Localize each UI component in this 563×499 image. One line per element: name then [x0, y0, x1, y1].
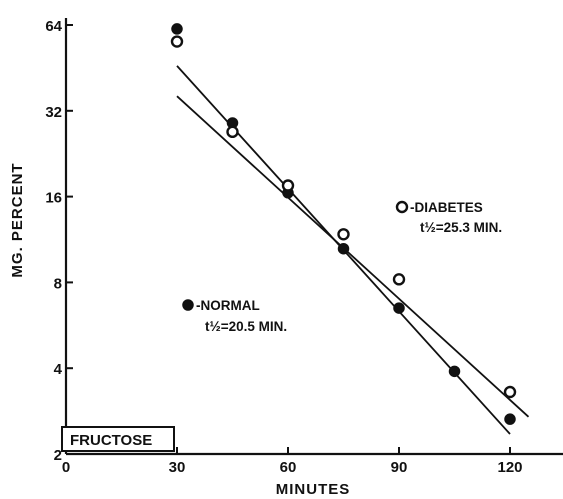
x-tick-label: 120 — [497, 459, 522, 476]
fructose-box: FRUCTOSE — [61, 426, 175, 452]
data-point-normal — [171, 23, 183, 35]
legend-normal: -NORMAL t½=20.5 MIN. — [182, 298, 287, 334]
x-tick-label: 0 — [62, 459, 70, 476]
legend-halflife-diabetes: t½=25.3 MIN. — [420, 220, 502, 235]
x-tick-label: 90 — [391, 459, 408, 476]
data-point-normal — [393, 302, 405, 314]
data-point-diabetes — [337, 228, 350, 241]
fructose-box-frame — [61, 426, 175, 452]
fit-line-diabetes — [176, 95, 530, 418]
data-point-diabetes — [170, 35, 184, 48]
data-point-diabetes — [226, 125, 239, 139]
legend-halflife-normal: t½=20.5 MIN. — [205, 319, 287, 334]
legend-marker-normal — [182, 299, 194, 311]
axes: 2 4 8 16 32 64 0 30 60 90 120 — [45, 18, 563, 476]
x-axis-title: MINUTES — [276, 481, 351, 498]
data-point-diabetes — [281, 179, 295, 192]
data-point-normal — [448, 365, 461, 378]
data-point-normal — [337, 242, 350, 255]
data-point-normal — [504, 413, 516, 425]
y-tick-label: 64 — [45, 18, 62, 35]
y-tick-label: 2 — [54, 447, 62, 464]
data-points — [170, 23, 517, 425]
y-tick-label: 4 — [54, 361, 63, 378]
legend-diabetes: -DIABETES t½=25.3 MIN. — [395, 200, 502, 235]
x-tick-label: 60 — [280, 459, 297, 476]
legend-label-normal: -NORMAL — [196, 298, 260, 313]
y-axis-title: MG. PERCENT — [9, 162, 26, 277]
fructose-label: FRUCTOSE — [70, 432, 152, 449]
data-point-diabetes — [392, 273, 406, 286]
legend-label-diabetes: -DIABETES — [410, 200, 483, 215]
y-tick-label: 32 — [45, 104, 62, 121]
x-tick-label: 30 — [169, 459, 186, 476]
data-point-diabetes — [503, 385, 517, 399]
y-tick-label: 16 — [45, 190, 62, 207]
legend-marker-diabetes — [395, 200, 409, 214]
y-tick-label: 8 — [54, 275, 62, 292]
